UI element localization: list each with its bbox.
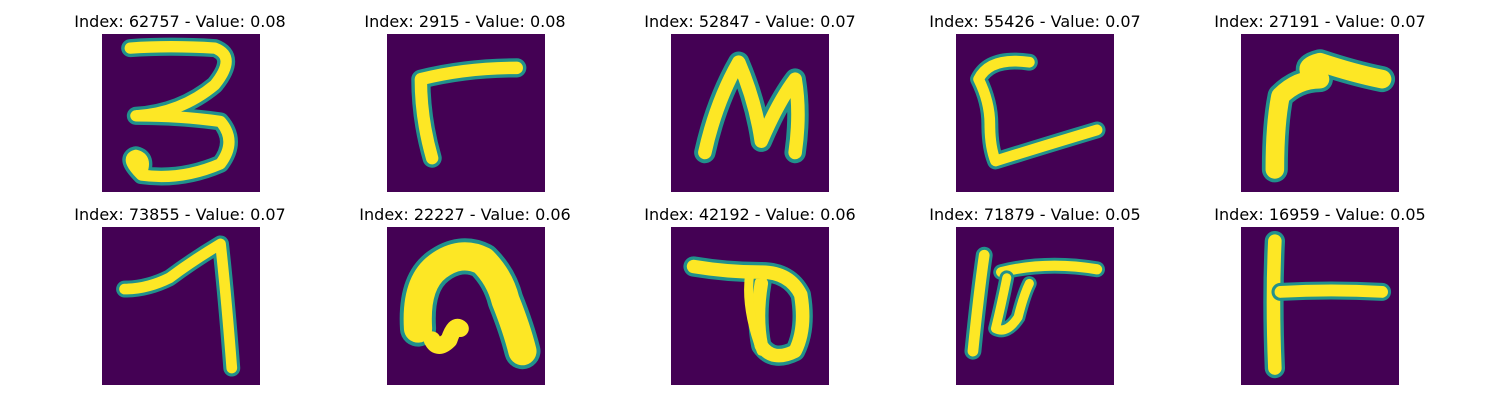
panel-title: Index: 71879 - Value: 0.05 xyxy=(929,205,1141,224)
digit-image xyxy=(671,227,829,385)
digit-image xyxy=(387,34,545,192)
panel-title: Index: 16959 - Value: 0.05 xyxy=(1214,205,1426,224)
digit-image xyxy=(1241,227,1399,385)
panel-title: Index: 42192 - Value: 0.06 xyxy=(644,205,856,224)
digit-image xyxy=(956,34,1114,192)
digit-image xyxy=(956,227,1114,385)
panel-title: Index: 73855 - Value: 0.07 xyxy=(74,205,286,224)
panel-title: Index: 27191 - Value: 0.07 xyxy=(1214,12,1426,31)
panel-title: Index: 62757 - Value: 0.08 xyxy=(74,12,286,31)
digit-image xyxy=(671,34,829,192)
digit-image xyxy=(102,34,260,192)
digit-image xyxy=(1241,34,1399,192)
panel-title: Index: 22227 - Value: 0.06 xyxy=(359,205,571,224)
panel-title: Index: 2915 - Value: 0.08 xyxy=(364,12,566,31)
digit-image xyxy=(387,227,545,385)
digit-image xyxy=(102,227,260,385)
panel-title: Index: 52847 - Value: 0.07 xyxy=(644,12,856,31)
panel-title: Index: 55426 - Value: 0.07 xyxy=(929,12,1141,31)
